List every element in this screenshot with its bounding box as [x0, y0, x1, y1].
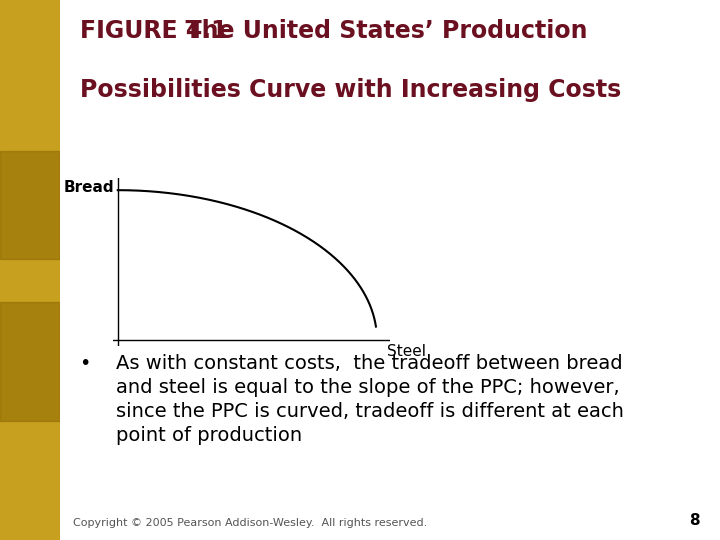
Bar	[0, 151, 60, 259]
Text: As with constant costs,  the tradeoff between bread
and steel is equal to the sl: As with constant costs, the tradeoff bet…	[116, 354, 624, 445]
Text: 8: 8	[690, 513, 700, 528]
Text: Copyright © 2005 Pearson Addison-Wesley.  All rights reserved.: Copyright © 2005 Pearson Addison-Wesley.…	[73, 518, 427, 528]
Text: Steel: Steel	[387, 344, 426, 359]
Text: The United States’ Production: The United States’ Production	[168, 19, 588, 43]
Text: Possibilities Curve with Increasing Costs: Possibilities Curve with Increasing Cost…	[80, 78, 621, 102]
Bar	[0, 302, 60, 421]
Text: Bread: Bread	[63, 180, 114, 195]
Text: •: •	[80, 354, 91, 373]
Text: FIGURE 4.1: FIGURE 4.1	[80, 19, 227, 43]
